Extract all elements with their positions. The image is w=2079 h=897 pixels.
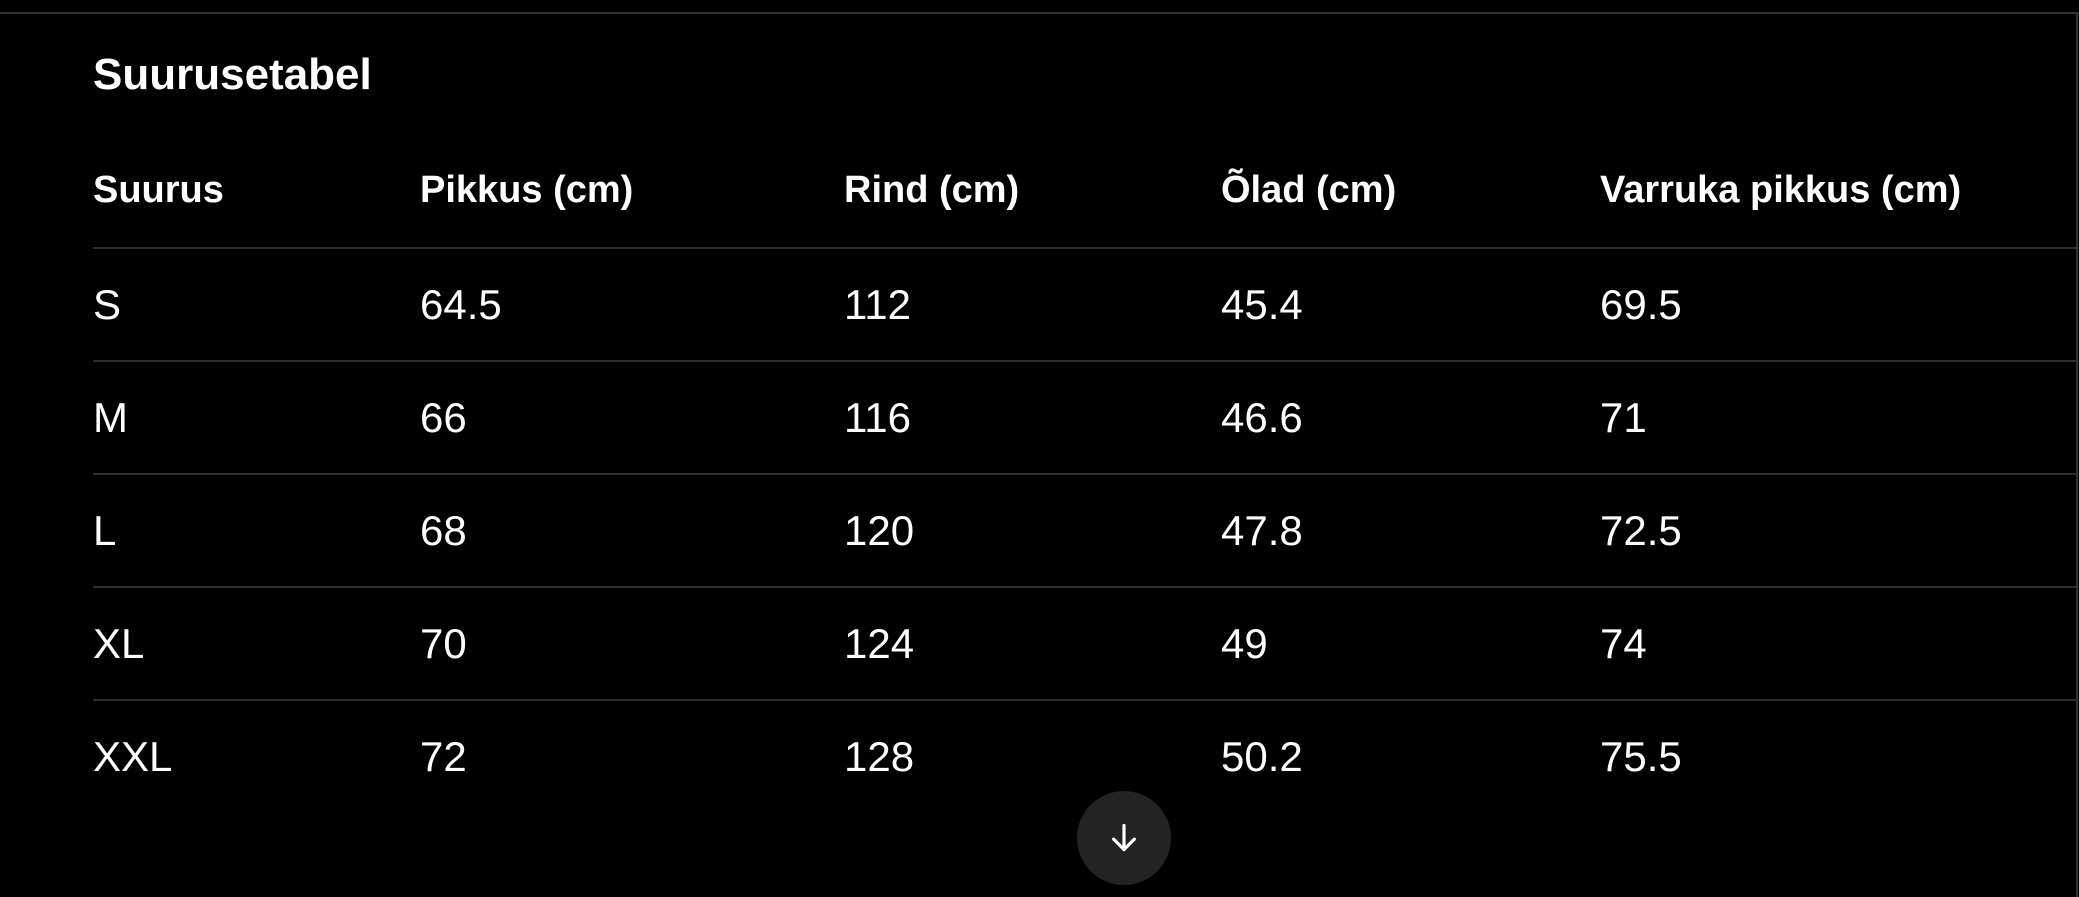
column-header-4: Varruka pikkus (cm): [1600, 167, 2079, 249]
value-cell: 116: [844, 361, 1221, 475]
value-cell: 120: [844, 474, 1221, 588]
table-header-row: Suurus Pikkus (cm) Rind (cm) Õlad (cm) Varru…: [93, 167, 2079, 249]
value-cell: 50.2: [1221, 733, 1303, 780]
size-cell: XXL: [93, 733, 173, 780]
table-row: S 64.5 112 45.4 69.5: [93, 248, 2079, 362]
size-table-body: S 64.5 112 45.4 69.5 M 66 116 46.6 71 L 68 120 47.8 72…: [93, 248, 2079, 812]
table-row: XXL 72 128 50.2 75.5: [93, 700, 2079, 812]
size-table: Suurus Pikkus (cm) Rind (cm) Õlad (cm) Varru…: [93, 167, 2079, 812]
value-cell: 75.5: [1600, 733, 1682, 780]
panel-top-border: [0, 12, 2079, 14]
page-title: Suurusetabel: [93, 50, 372, 99]
size-cell: M: [93, 361, 420, 475]
size-cell: L: [93, 474, 420, 588]
value-cell: 45.4: [1221, 248, 1600, 362]
value-cell: 74: [1600, 587, 2079, 701]
value-cell: 124: [844, 587, 1221, 701]
value-cell: 64.5: [420, 248, 844, 362]
value-cell: 71: [1600, 361, 2079, 475]
value-cell: 72.5: [1600, 474, 2079, 588]
table-row: XL 70 124 49 74: [93, 587, 2079, 701]
table-row: M 66 116 46.6 71: [93, 361, 2079, 475]
size-table-section: Suurusetabel Suurus Pikkus (cm) Rind (cm) Õ…: [0, 14, 2079, 897]
scroll-down-button[interactable]: [1077, 791, 1171, 885]
value-cell: 68: [420, 474, 844, 588]
size-cell: XL: [93, 587, 420, 701]
size-cell: S: [93, 248, 420, 362]
value-cell: 72: [420, 733, 467, 780]
column-header-0: Suurus: [93, 167, 420, 249]
column-header-1: Pikkus (cm): [420, 167, 844, 249]
arrow-down-icon: [1112, 823, 1136, 852]
value-cell: 46.6: [1221, 361, 1600, 475]
table-row: L 68 120 47.8 72.5: [93, 474, 2079, 588]
value-cell: 128: [844, 733, 915, 780]
value-cell: 47.8: [1221, 474, 1600, 588]
column-header-2: Rind (cm): [844, 167, 1221, 249]
column-header-3: Õlad (cm): [1221, 167, 1600, 249]
value-cell: 49: [1221, 587, 1600, 701]
value-cell: 69.5: [1600, 248, 2079, 362]
value-cell: 66: [420, 361, 844, 475]
value-cell: 112: [844, 248, 1221, 362]
value-cell: 70: [420, 587, 844, 701]
